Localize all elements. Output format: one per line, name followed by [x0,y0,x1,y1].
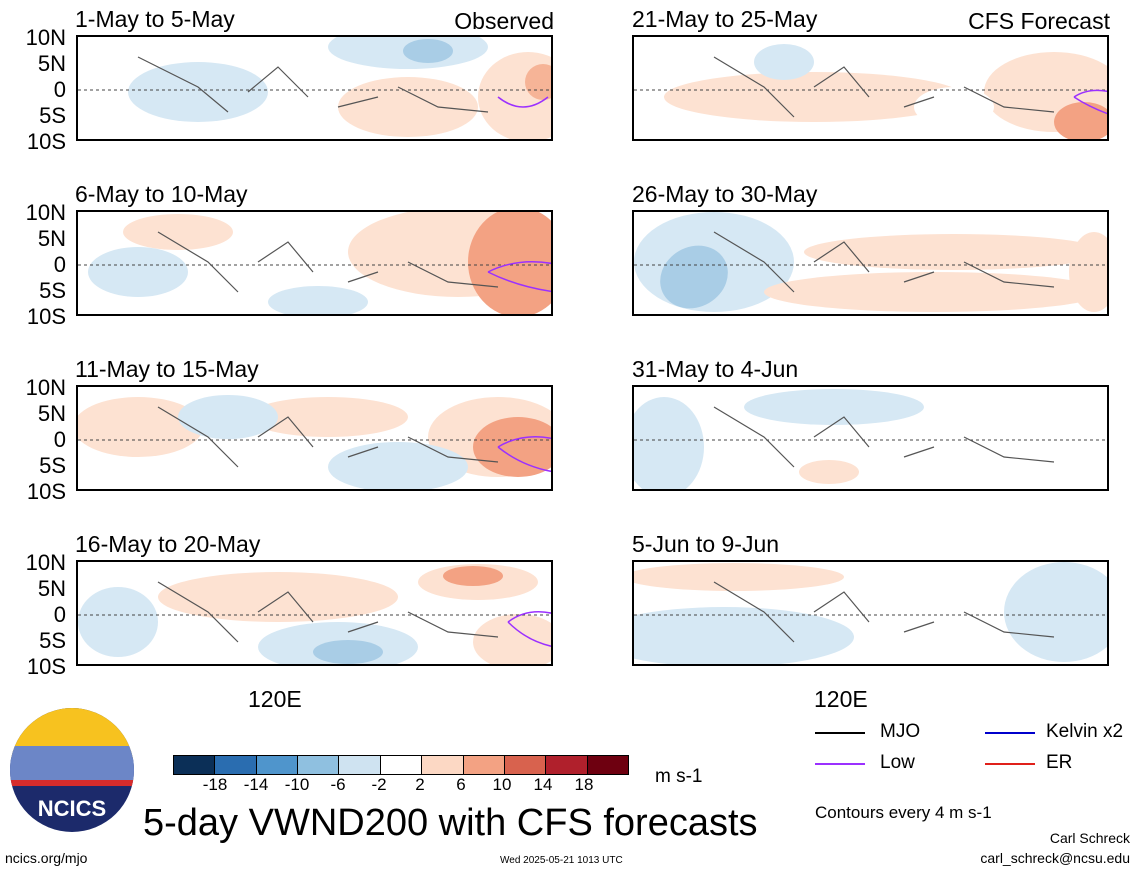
lat-label: 0 [53,602,66,627]
logo-red-line [10,780,134,786]
colorbar-swatch [463,756,505,774]
lat-label: 10S [26,129,66,154]
colorbar-swatch [587,756,628,774]
lat-label: 10N [25,200,66,225]
legend-er: ER [1046,752,1073,773]
panel-title: 21-May to 25-May [632,6,818,32]
legend-kelvin: Kelvin x2 [1046,721,1124,742]
footer-email: carl_schreck@ncsu.edu [980,850,1130,866]
lat-label: 5S [39,103,66,128]
colorbar-swatch [504,756,547,774]
colorbar-swatch [215,756,257,774]
panel-tag: Observed [454,8,554,34]
colorbar-tick: 14 [533,775,553,794]
colorbar-tick: -6 [330,775,346,794]
lat-label: 10S [26,654,66,679]
panel-title: 31-May to 4-Jun [632,356,799,382]
map-panel-obs-1 [76,35,553,141]
footer-author: Carl Schreck [1049,830,1130,846]
panel-title: 16-May to 20-May [75,531,261,557]
colorbar-swatch [422,756,464,774]
colorbar-swatch [380,756,423,774]
lat-label: 5S [39,278,66,303]
footer-timestamp: Wed 2025-05-21 1013 UTC [500,855,623,866]
colorbar-units: m s-1 [655,766,703,787]
legend-mjo: MJO [880,721,921,742]
map-panel-obs-4 [76,560,553,666]
colorbar-swatch [339,756,381,774]
colorbar-swatch [546,756,588,774]
lat-label: 10N [25,25,66,50]
lat-label: 5S [39,453,66,478]
contour-note: Contours every 4 m s-1 [815,803,992,822]
lat-label: 5S [39,628,66,653]
panel-title: 1-May to 5-May [75,6,235,32]
footer-url: ncics.org/mjo [5,850,88,866]
lat-label: 5N [37,51,66,76]
colorbar-tick: 2 [415,775,425,794]
logo-text: NCICS [37,796,107,821]
panel-title: 11-May to 15-May [75,356,259,382]
lat-label: 10N [25,550,66,575]
lat-label: 0 [53,77,66,102]
lat-label: 5N [37,576,66,601]
colorbar [173,755,629,775]
panel-title: 6-May to 10-May [75,181,248,207]
map-panel-fcst-3 [632,385,1109,491]
lon-label: 120E [248,686,302,712]
lat-label: 10S [26,479,66,504]
colorbar-tick: -14 [243,775,269,794]
panel-title: 26-May to 30-May [632,181,818,207]
logo-mountains [10,746,134,782]
colorbar-swatch [174,756,216,774]
colorbar-tick: -18 [202,775,228,794]
colorbar-tick: 10 [492,775,512,794]
main-title: 5-day VWND200 with CFS forecasts [143,802,758,844]
lat-label: 0 [53,252,66,277]
kelvin-line [985,732,1035,734]
panel-title: 5-Jun to 9-Jun [632,531,780,557]
map-panel-fcst-4 [632,560,1109,666]
lon-label: 120E [814,686,868,712]
lat-label: 10N [25,375,66,400]
colorbar-tick: 18 [574,775,594,794]
panel-tag: CFS Forecast [968,8,1110,34]
colorbar-swatch [298,756,340,774]
map-panel-obs-3 [76,385,553,491]
colorbar-tick: 6 [456,775,466,794]
colorbar-tick: -10 [284,775,310,794]
lat-label: 5N [37,226,66,251]
legend-low: Low [880,752,915,773]
low-line [815,763,865,765]
colorbar-swatch [256,756,299,774]
map-panel-obs-2 [76,210,553,316]
colorbar-tick: -2 [371,775,387,794]
lat-label: 5N [37,401,66,426]
er-line [985,763,1035,765]
map-panel-fcst-2 [632,210,1109,316]
lat-label: 0 [53,427,66,452]
mjo-line [815,732,865,734]
map-panel-fcst-1 [632,35,1109,141]
lat-label: 10S [26,304,66,329]
ncics-logo: NCICS [10,708,134,832]
